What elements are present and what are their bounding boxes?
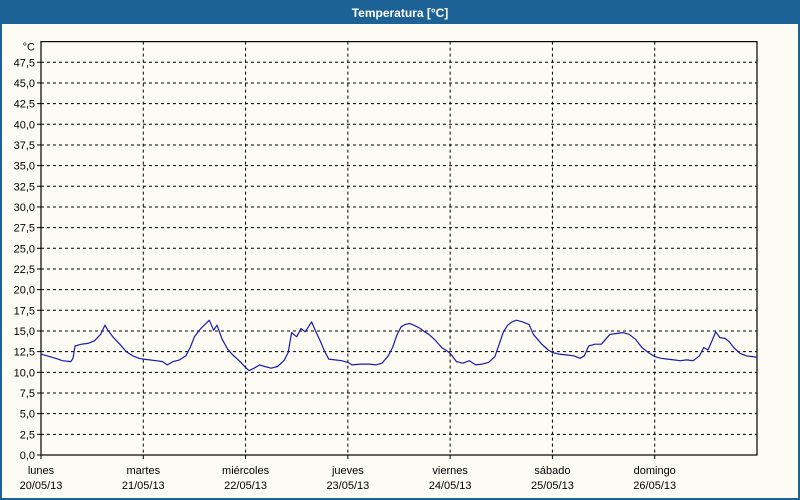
- temperature-series: [40, 319, 758, 372]
- y-tick-label: 35,0: [14, 161, 35, 173]
- x-day-name-label: viernes: [432, 465, 468, 477]
- plot-frame: [40, 40, 758, 456]
- window-titlebar: Temperatura [°C]: [2, 2, 798, 24]
- horizontal-gridlines: [41, 61, 757, 435]
- x-day-date-label: 22/05/13: [224, 480, 267, 492]
- x-day-name-label: sábado: [534, 465, 570, 477]
- x-day-name-label: miércoles: [222, 465, 270, 477]
- y-tick-label: 10,0: [14, 367, 35, 379]
- x-day-date-label: 21/05/13: [122, 480, 165, 492]
- y-tick-label: 40,0: [14, 119, 35, 131]
- x-day-date-label: 26/05/13: [633, 480, 676, 492]
- y-tick-label: 32,5: [14, 181, 35, 193]
- x-day-name-label: domingo: [634, 465, 676, 477]
- x-day-name-label: lunes: [28, 465, 55, 477]
- x-axis-labels: lunes 20/05/13 martes 21/05/13 miércoles 22/0…: [20, 465, 677, 492]
- x-day-date-label: 24/05/13: [429, 480, 472, 492]
- y-axis-unit-label: °C: [23, 42, 35, 54]
- y-tick-label: 2,5: [20, 429, 35, 441]
- y-tick-label: 37,5: [14, 140, 35, 152]
- y-tick-label: 17,5: [14, 305, 35, 317]
- x-day-name-label: martes: [126, 465, 160, 477]
- x-day-name-label: jueves: [331, 465, 364, 477]
- y-tick-label: 47,5: [14, 57, 35, 69]
- axes-frame: [37, 40, 758, 459]
- x-day-date-label: 25/05/13: [531, 480, 574, 492]
- y-tick-label: 25,0: [14, 243, 35, 255]
- window-title: Temperatura [°C]: [351, 6, 449, 20]
- y-tick-label: 15,0: [14, 326, 35, 338]
- y-tick-label: 42,5: [14, 99, 35, 111]
- y-tick-label: 0,0: [20, 450, 35, 462]
- temperature-line: [40, 319, 758, 372]
- y-tick-label: 7,5: [20, 388, 35, 400]
- y-tick-label: 5,0: [20, 409, 35, 421]
- temperature-chart: 0,0 2,5 5,0 7,5 10,0 12,5 15,0 17,5 20,0 22,5 25,0…: [14, 40, 758, 492]
- y-tick-label: 45,0: [14, 78, 35, 90]
- x-day-date-label: 23/05/13: [326, 480, 369, 492]
- y-axis-labels: 0,0 2,5 5,0 7,5 10,0 12,5 15,0 17,5 20,0 22,5 25,0…: [14, 42, 35, 462]
- y-tick-label: 27,5: [14, 223, 35, 235]
- y-tick-label: 30,0: [14, 202, 35, 214]
- y-tick-label: 12,5: [14, 347, 35, 359]
- y-tick-label: 20,0: [14, 285, 35, 297]
- x-day-date-label: 20/05/13: [20, 480, 63, 492]
- vertical-gridlines: [142, 41, 656, 455]
- y-tick-label: 22,5: [14, 264, 35, 276]
